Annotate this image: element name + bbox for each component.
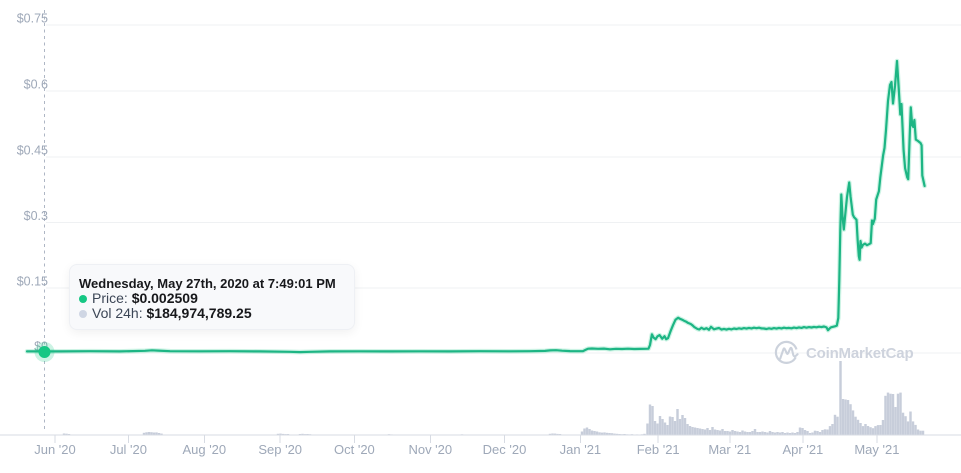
svg-text:$0.6: $0.6: [24, 78, 48, 92]
svg-text:Apr '21: Apr '21: [783, 442, 824, 457]
svg-text:Dec '20: Dec '20: [483, 442, 527, 457]
svg-text:Jun '20: Jun '20: [34, 442, 76, 457]
svg-text:$0.45: $0.45: [17, 144, 48, 158]
svg-text:$0.3: $0.3: [24, 209, 48, 223]
svg-text:$0.75: $0.75: [17, 12, 48, 26]
svg-text:Feb '21: Feb '21: [637, 442, 680, 457]
svg-text:Mar '21: Mar '21: [708, 442, 751, 457]
svg-text:Jul '20: Jul '20: [110, 442, 147, 457]
svg-text:CoinMarketCap: CoinMarketCap: [806, 345, 913, 362]
svg-text:Oct '20: Oct '20: [334, 442, 375, 457]
svg-text:May '21: May '21: [854, 442, 899, 457]
svg-text:Sep '20: Sep '20: [258, 442, 302, 457]
svg-text:Aug '20: Aug '20: [182, 442, 226, 457]
svg-text:Jan '21: Jan '21: [560, 442, 602, 457]
svg-text:Nov '20: Nov '20: [408, 442, 452, 457]
svg-text:$0.15: $0.15: [17, 275, 48, 289]
